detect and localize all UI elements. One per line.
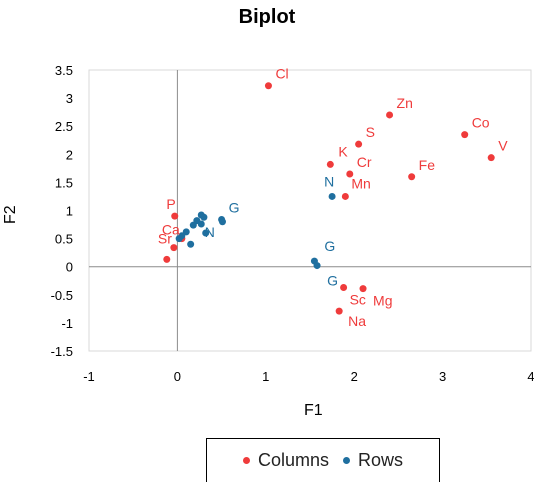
columns-point-label: Mg [373,293,392,309]
y-tick-label: 3 [66,91,73,106]
columns-point-label: P [166,196,175,212]
y-tick-label: 3.5 [55,63,73,78]
y-tick-label: 0.5 [55,232,73,247]
columns-point [163,255,171,263]
columns-point-label: V [498,138,508,154]
columns-point-label: Mn [351,175,370,191]
rows-point-label: G [327,273,338,289]
legend-marker-rows [343,457,350,464]
legend-label-rows: Rows [358,450,404,470]
y-tick-label: 1 [66,204,73,219]
legend-item-columns: Columns [242,450,329,471]
columns-point [170,244,178,252]
columns-point-label: Zn [397,95,413,111]
rows-point-label: G [324,238,335,254]
y-tick-label: 2 [66,147,73,162]
columns-point-label: Fe [419,157,436,173]
legend-label-columns: Columns [257,450,329,470]
x-tick-label: 4 [527,369,534,384]
columns-point-label: K [338,143,348,159]
y-tick-label: 0 [66,260,73,275]
rows-point [197,220,205,228]
x-tick-label: 3 [439,369,446,384]
columns-point-label: Cl [275,66,288,82]
columns-point-label: Sc [350,291,366,307]
columns-point [341,192,349,200]
legend-marker-columns [242,457,250,464]
y-tick-label: -0.5 [51,288,73,303]
columns-point [171,212,179,220]
rows-point [202,229,210,237]
y-tick-label: -1.5 [51,344,73,359]
plot-area-border [88,69,532,352]
y-axis-label: F2 [2,205,19,224]
chart-legend: Columns Rows [206,438,440,482]
columns-point [264,82,272,90]
columns-point [335,307,343,315]
rows-point [187,240,195,248]
x-tick-label: 0 [174,369,181,384]
columns-point-label: S [366,124,375,140]
y-tick-label: -1 [61,316,73,331]
columns-point [359,285,367,293]
columns-point-label: Ca [162,222,180,238]
columns-point [487,154,495,162]
rows-point [200,213,208,221]
columns-point [346,170,354,178]
columns-point-label: Na [348,313,366,329]
y-tick-label: 1.5 [55,175,73,190]
columns-point-label: Sr [158,231,172,247]
x-tick-label: 1 [262,369,269,384]
rows-point [189,221,197,229]
rows-point-label: N [324,173,334,189]
x-axis-label: F1 [304,402,323,419]
columns-point [461,131,469,139]
columns-point [340,283,348,291]
y-tick-label: 2.5 [55,119,73,134]
columns-point-label: Cr [357,154,372,170]
chart-title: Biplot [238,6,296,28]
rows-point [328,192,336,200]
rows-point [313,262,321,270]
legend-item-rows: Rows [343,450,403,471]
columns-point-label: Co [472,115,490,131]
columns-point [326,160,334,168]
x-tick-label: 2 [351,369,358,384]
rows-point [175,235,183,243]
x-tick-label: -1 [83,369,95,384]
rows-point-label: N [205,224,215,240]
rows-point [218,218,226,226]
rows-point-label: G [229,199,240,215]
columns-point [386,111,394,119]
columns-point [408,173,416,181]
columns-point [355,140,363,148]
